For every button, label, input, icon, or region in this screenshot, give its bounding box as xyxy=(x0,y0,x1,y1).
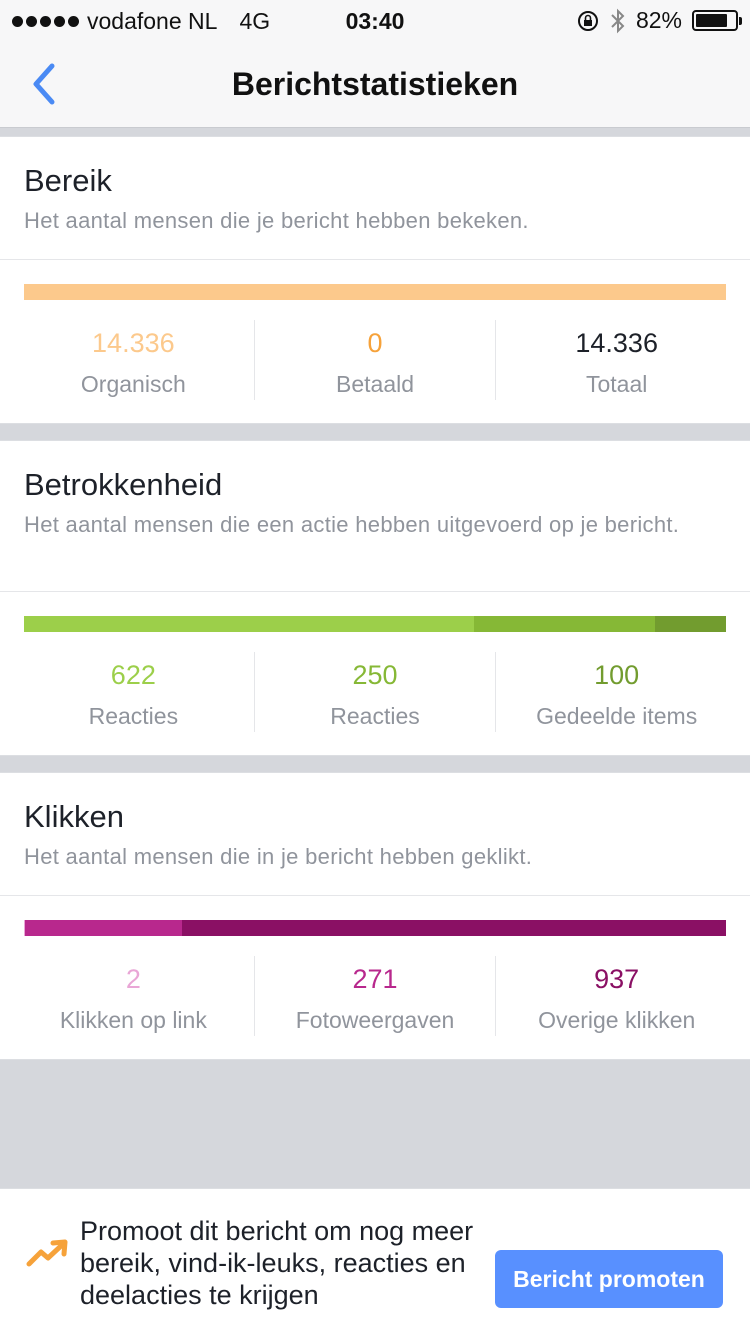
promote-banner: Promoot dit bericht om nog meer bereik, … xyxy=(0,1188,750,1334)
carrier-name: vodafone NL xyxy=(87,8,218,34)
engagement-bar xyxy=(24,616,726,632)
section-description: Het aantal mensen die een actie hebben u… xyxy=(24,512,680,537)
stat-label: Fotoweergaven xyxy=(295,1007,455,1033)
engagement-card: Betrokkenheid Het aantal mensen die een … xyxy=(0,440,750,756)
battery-icon xyxy=(692,10,742,31)
stat-value: 271 xyxy=(352,964,398,994)
stat-value: 937 xyxy=(594,964,640,994)
status-bar: vodafone NL 4G 03:40 82% xyxy=(0,0,750,40)
stat-total: 14.336 Totaal xyxy=(495,320,737,400)
clicks-card: Klikken Het aantal mensen die in je beri… xyxy=(0,772,750,1060)
stat-reactions: 622 Reacties xyxy=(13,652,254,732)
bar-segment xyxy=(24,284,726,300)
stat-value: 100 xyxy=(594,660,640,690)
stat-label: Betaald xyxy=(336,371,415,397)
stat-label: Totaal xyxy=(585,371,648,397)
bar-segment xyxy=(473,616,656,632)
stat-value: 250 xyxy=(352,660,398,690)
stat-link-clicks: 2 Klikken op link xyxy=(13,956,254,1036)
stat-photo-views: 271 Fotoweergaven xyxy=(253,956,496,1036)
status-time: 03:40 xyxy=(345,8,405,34)
promote-text: Promoot dit bericht om nog meer bereik, … xyxy=(80,1216,474,1310)
page-title: Berichtstatistieken xyxy=(231,66,519,102)
stat-value: 14.336 xyxy=(92,328,175,358)
stat-organic: 14.336 Organisch xyxy=(13,320,254,400)
section-description: Het aantal mensen die je bericht hebben … xyxy=(24,208,529,233)
bar-segment xyxy=(24,920,26,936)
stat-other-clicks: 937 Overige klikken xyxy=(495,956,737,1036)
bar-segment xyxy=(181,920,726,936)
stat-value: 0 xyxy=(367,328,383,358)
stat-label: Overige klikken xyxy=(538,1007,696,1033)
reach-card: Bereik Het aantal mensen die je bericht … xyxy=(0,136,750,424)
section-description: Het aantal mensen die in je bericht hebb… xyxy=(24,844,533,869)
bar-segment xyxy=(655,616,726,632)
stat-label: Gedeelde items xyxy=(536,703,698,729)
trending-up-arrow-icon xyxy=(26,1239,68,1267)
stat-shares: 100 Gedeelde items xyxy=(495,652,737,732)
clicks-bar xyxy=(24,920,726,936)
section-title: Klikken xyxy=(24,799,124,834)
stat-value: 622 xyxy=(110,660,156,690)
reach-bar xyxy=(24,284,726,300)
section-title: Betrokkenheid xyxy=(24,467,223,502)
stat-label: Reacties xyxy=(88,703,179,729)
stat-label: Reacties xyxy=(330,703,420,729)
signal-strength-icon xyxy=(12,16,79,27)
stat-label: Klikken op link xyxy=(59,1007,207,1033)
back-button[interactable] xyxy=(26,60,66,108)
network-type: 4G xyxy=(239,8,271,34)
promote-button[interactable]: Bericht promoten xyxy=(495,1250,723,1308)
section-title: Bereik xyxy=(24,163,112,198)
stat-comments: 250 Reacties xyxy=(253,652,496,732)
navigation-bar: Berichtstatistieken xyxy=(0,40,750,128)
stat-paid: 0 Betaald xyxy=(253,320,496,400)
battery-percent: 82% xyxy=(635,7,682,33)
bar-segment xyxy=(25,920,182,936)
stat-value: 14.336 xyxy=(575,328,658,358)
bluetooth-icon xyxy=(611,8,625,33)
stat-label: Organisch xyxy=(80,371,186,397)
bar-segment xyxy=(24,616,474,632)
stat-value: 2 xyxy=(125,964,141,994)
rotation-lock-icon xyxy=(577,10,598,31)
chevron-left-icon xyxy=(33,63,55,105)
